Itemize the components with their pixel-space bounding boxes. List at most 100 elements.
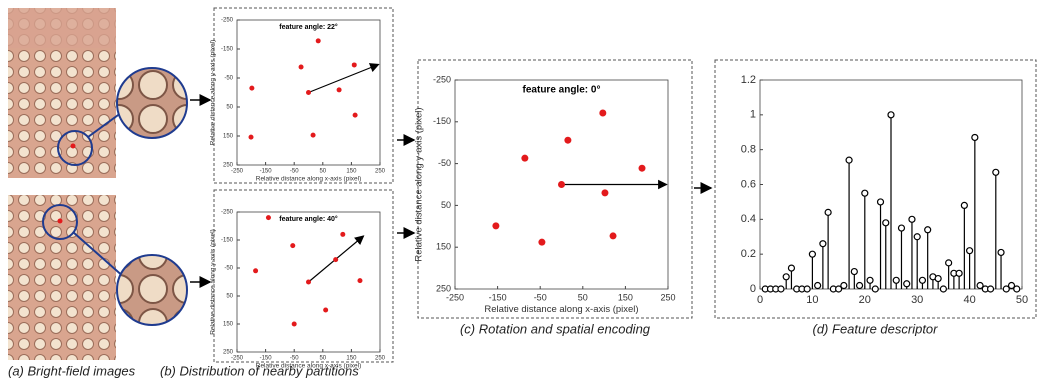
- x-tick-label: -150: [260, 356, 273, 362]
- x-tick-label: 30: [911, 294, 923, 306]
- y-tick-label: -150: [221, 47, 234, 53]
- stem-marker: [898, 225, 904, 231]
- stem-marker: [946, 260, 952, 266]
- y-axis-label: Relative distance along y-axis (pixel): [210, 40, 217, 146]
- y-tick-label: 50: [226, 294, 233, 300]
- figure: (a) Bright-field images (b) Distribution…: [0, 0, 1044, 380]
- stem-marker: [851, 269, 857, 275]
- point: [249, 86, 254, 91]
- y-tick-label: 250: [223, 350, 234, 356]
- x-tick-label: 150: [346, 169, 357, 175]
- x-tick-label: -50: [290, 356, 299, 362]
- x-tick-label: 150: [618, 292, 633, 302]
- point: [610, 232, 617, 239]
- x-tick-label: 50: [578, 292, 588, 302]
- stem-marker: [867, 277, 873, 283]
- point: [253, 268, 258, 273]
- point: [601, 189, 608, 196]
- stem-marker: [893, 277, 899, 283]
- x-tick-label: 0: [757, 294, 763, 306]
- point: [316, 38, 321, 43]
- y-tick-label: -150: [433, 116, 451, 126]
- point: [599, 110, 606, 117]
- point: [352, 62, 357, 67]
- x-tick-label: -50: [534, 292, 547, 302]
- stem-marker: [788, 265, 794, 271]
- x-axis-label: Relative distance along x-axis (pixel): [256, 176, 362, 183]
- y-tick-label: 50: [226, 105, 233, 111]
- bright-field-images: [8, 8, 200, 360]
- y-tick-label: 50: [441, 200, 451, 210]
- y-tick-label: -250: [433, 74, 451, 84]
- stem-marker: [925, 227, 931, 233]
- chart-title: feature angle: 22°: [279, 23, 338, 31]
- y-tick-label: 250: [436, 283, 451, 293]
- x-tick-label: -150: [489, 292, 507, 302]
- y-tick-label: -250: [221, 18, 234, 24]
- y-tick-label: -150: [221, 238, 234, 244]
- stem-marker: [778, 286, 784, 292]
- x-tick-label: 50: [1016, 294, 1028, 306]
- point: [290, 243, 295, 248]
- stem-marker: [883, 220, 889, 226]
- chart-title: feature angle: 40°: [279, 215, 338, 223]
- caption: (c) Rotation and spatial encoding: [460, 321, 651, 336]
- direction-arrow: [309, 65, 379, 93]
- x-tick-label: 50: [319, 356, 326, 362]
- stem-marker: [809, 251, 815, 257]
- y-tick-label: 150: [436, 242, 451, 252]
- x-tick-label: 150: [346, 356, 357, 362]
- x-tick-label: -250: [231, 169, 244, 175]
- stem-marker: [820, 241, 826, 247]
- stem-marker: [935, 276, 941, 282]
- x-tick-label: -150: [260, 169, 273, 175]
- x-tick-label: 50: [319, 169, 326, 175]
- stem-marker: [804, 286, 810, 292]
- y-tick-label: 150: [223, 322, 234, 328]
- stem-marker: [904, 281, 910, 287]
- stem-marker: [825, 209, 831, 215]
- stem-marker: [998, 249, 1004, 255]
- center-dot: [58, 219, 63, 224]
- x-axis-label: Relative distance along x-axis (pixel): [484, 304, 638, 315]
- x-tick-label: -50: [290, 169, 299, 175]
- stem-marker: [872, 286, 878, 292]
- stem-marker: [862, 190, 868, 196]
- point: [333, 257, 338, 262]
- x-axis-label: Relative distance along x-axis (pixel): [256, 363, 362, 370]
- x-tick-label: 250: [660, 292, 675, 302]
- stem-marker: [783, 274, 789, 280]
- point: [337, 87, 342, 92]
- y-tick-label: 0.6: [741, 178, 756, 190]
- y-tick-label: 0: [750, 283, 756, 295]
- x-tick-label: 20: [859, 294, 871, 306]
- stem-marker: [1014, 286, 1020, 292]
- x-tick-label: 250: [375, 169, 386, 175]
- x-tick-label: -250: [231, 356, 244, 362]
- stem-marker: [878, 199, 884, 205]
- y-axis-label: Relative distance along y-axis (pixel): [414, 107, 425, 261]
- center-dot: [71, 144, 76, 149]
- y-tick-label: 1: [750, 109, 756, 121]
- y-axis-label: Relative distance along y-axis (pixel): [210, 229, 217, 335]
- point: [306, 90, 311, 95]
- stem-marker: [888, 112, 894, 118]
- stem-marker: [909, 216, 915, 222]
- stem-marker: [914, 234, 920, 240]
- x-tick-label: 250: [375, 356, 386, 362]
- point: [292, 322, 297, 327]
- point: [266, 215, 271, 220]
- y-tick-label: -50: [438, 158, 451, 168]
- y-tick-label: 0.2: [741, 248, 756, 260]
- y-tick-label: 1.2: [741, 74, 756, 86]
- stem-marker: [961, 202, 967, 208]
- point: [249, 135, 254, 140]
- stem-marker: [993, 169, 999, 175]
- x-tick-label: 10: [806, 294, 818, 306]
- stem-marker: [956, 270, 962, 276]
- y-tick-label: 150: [223, 134, 234, 140]
- point: [340, 232, 345, 237]
- point: [311, 133, 316, 138]
- point: [323, 308, 328, 313]
- stem-marker: [967, 248, 973, 254]
